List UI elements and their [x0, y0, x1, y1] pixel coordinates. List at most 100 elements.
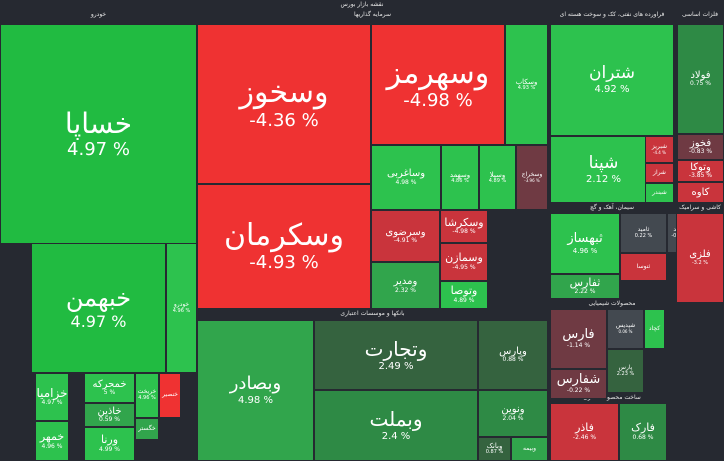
- stock-tile[interactable]: شبندر: [645, 183, 674, 203]
- stock-symbol: ثنوسا: [636, 262, 651, 270]
- stock-tile[interactable]: وسخوز -4.36 %: [197, 24, 371, 184]
- sector-header-oil[interactable]: فراورده های نفتی، کک و سوخت هسته ای: [548, 10, 676, 24]
- stock-symbol: شراز: [653, 168, 666, 176]
- stock-tile[interactable]: ثامید 0.22 %: [620, 213, 667, 253]
- stock-change-percent: -3.96 %: [524, 177, 540, 183]
- stock-tile[interactable]: وسکرمان -4.93 %: [197, 184, 371, 309]
- stock-change-percent: 4.97 %: [67, 138, 130, 160]
- stock-symbol: وبصادر: [229, 373, 282, 395]
- stock-tile[interactable]: فارک 0.68 %: [619, 403, 667, 461]
- sector-header-rowmetal[interactable]: ساخت محصولات فلزی: [548, 393, 676, 403]
- stock-symbol: خمهر: [39, 430, 65, 444]
- stock-tile[interactable]: ومدیر 2.32 %: [371, 262, 440, 309]
- stock-tile[interactable]: کاوه: [677, 182, 724, 203]
- stock-change-percent: 4.96 %: [572, 246, 598, 255]
- stock-tile[interactable]: وسکاب 4.93 %: [505, 24, 548, 145]
- stock-change-percent: -0.22 %: [566, 387, 591, 395]
- stock-tile[interactable]: کچاد: [644, 309, 665, 349]
- stock-tile[interactable]: وسرضوی -4.91 %: [371, 210, 440, 262]
- stock-tile[interactable]: ثبهساز 4.96 %: [550, 213, 620, 274]
- stock-change-percent: 4.93 %: [517, 84, 536, 91]
- stock-tile[interactable]: فاذر -2.46 %: [550, 403, 619, 461]
- stock-symbol: شتران: [589, 63, 635, 84]
- stock-tile[interactable]: وتوصا 4.89 %: [440, 281, 488, 309]
- stock-tile[interactable]: خزامیا 4.97 %: [35, 373, 69, 421]
- stock-tile[interactable]: پارس 2.23 %: [607, 349, 644, 393]
- stock-tile[interactable]: ونوین 2.04 %: [478, 390, 548, 437]
- stock-tile[interactable]: شپدیس 0.06 %: [607, 309, 644, 349]
- stock-symbol: خنصیر: [162, 391, 178, 399]
- stock-change-percent: 2.32 %: [395, 286, 416, 294]
- stock-symbol: فخوز: [689, 137, 712, 149]
- stock-tile[interactable]: وبملت 2.4 %: [314, 390, 478, 461]
- stock-tile[interactable]: شفارس -0.22 %: [550, 369, 607, 399]
- stock-tile[interactable]: خمهر 4.96 %: [35, 421, 69, 461]
- stock-symbol: خبهمن: [65, 284, 132, 312]
- stock-change-percent: 2.22 %: [574, 288, 596, 296]
- stock-change-percent: -1.14 %: [566, 342, 591, 350]
- stock-tile[interactable]: وسخراج -3.96 %: [516, 145, 548, 210]
- stock-symbol: خمحرکه: [92, 378, 127, 390]
- stock-tile[interactable]: وساغربی 4.98 %: [371, 145, 441, 210]
- stock-symbol: وسمازن: [445, 251, 483, 265]
- stock-change-percent: 0.59 %: [99, 416, 120, 424]
- sector-header-car[interactable]: خودرو: [0, 10, 197, 24]
- stock-tile[interactable]: وبانک 0.87 %: [478, 437, 511, 461]
- stock-symbol: وسکرشا: [444, 215, 484, 229]
- stock-tile[interactable]: وتجارت 2.49 %: [314, 320, 478, 390]
- map-title: نقشه بازار بورس: [0, 0, 724, 10]
- sector-header-metal[interactable]: فلزات اساسی: [676, 10, 724, 24]
- stock-tile[interactable]: شبریز -4.4 %: [645, 136, 674, 163]
- stock-tile[interactable]: خساپا 4.97 %: [0, 24, 197, 244]
- stock-symbol: ثفارس: [569, 275, 601, 289]
- stock-symbol: خریخت: [137, 388, 157, 396]
- stock-tile[interactable]: فخوز -0.83 %: [677, 134, 724, 160]
- stock-tile[interactable]: شراز: [645, 163, 674, 183]
- stock-tile[interactable]: خبهمن 4.97 %: [31, 243, 166, 373]
- stock-tile[interactable]: خاذین 0.59 %: [84, 403, 135, 427]
- sector-header-banks[interactable]: بانکها و موسسات اعتباری: [197, 309, 548, 320]
- stock-tile[interactable]: ثفارس 2.22 %: [550, 274, 620, 299]
- stock-symbol: خودرو: [173, 300, 190, 308]
- stock-symbol: کچاد: [648, 324, 661, 332]
- stock-tile[interactable]: شپنا 2.12 %: [550, 136, 657, 203]
- stock-tile[interactable]: فلزی -3.2 %: [676, 213, 724, 303]
- stock-change-percent: 4.89 %: [453, 296, 475, 304]
- stock-symbol: وساغربی: [386, 168, 426, 180]
- stock-change-percent: 4.92 %: [594, 84, 630, 96]
- stock-symbol: خساپا: [64, 106, 133, 140]
- stock-change-percent: 4.96 %: [41, 442, 63, 450]
- stock-tile[interactable]: خودرو 4.96 %: [166, 243, 197, 373]
- stock-change-percent: -4.36 %: [249, 109, 319, 131]
- sector-header-rowtile[interactable]: کاشی و سرامیک: [676, 203, 724, 213]
- stock-symbol: وپارس: [499, 345, 527, 357]
- stock-symbol: وسهمد: [449, 170, 471, 179]
- stock-tile[interactable]: وسیلا 4.89 %: [479, 145, 516, 210]
- stock-tile[interactable]: وبیمه: [511, 437, 548, 461]
- stock-tile[interactable]: ثنوسا: [620, 253, 667, 281]
- stock-change-percent: 5 %: [103, 389, 116, 397]
- stock-tile[interactable]: خریخت 4.96 %: [135, 373, 159, 418]
- stock-tile[interactable]: خنصیر: [159, 373, 181, 418]
- stock-tile[interactable]: وسکرشا -4.98 %: [440, 210, 488, 243]
- stock-tile[interactable]: فولاد 0.75 %: [677, 24, 724, 134]
- sector-header-investments[interactable]: سرمایه گذاریها: [197, 10, 548, 24]
- stock-tile[interactable]: ورنا 4.99 %: [84, 427, 135, 461]
- stock-tile[interactable]: وپارس 0.88 %: [478, 320, 548, 390]
- stock-symbol: شپنا: [588, 152, 619, 173]
- stock-tile[interactable]: وسمازن -4.95 %: [440, 243, 488, 281]
- stock-tile[interactable]: وسهرمز -4.98 %: [371, 24, 505, 145]
- sector-header-cement[interactable]: سیمان، آهک و گچ: [548, 203, 676, 213]
- stock-tile[interactable]: فارس -1.14 %: [550, 309, 607, 369]
- stock-symbol: فاذر: [575, 421, 594, 435]
- stock-tile[interactable]: وسهمد 4.86 %: [441, 145, 479, 210]
- stock-tile[interactable]: خگستر: [135, 418, 159, 440]
- sector-header-chemicals[interactable]: محصولات شیمیایی: [548, 299, 676, 309]
- stock-change-percent: -4.91 %: [393, 237, 418, 245]
- stock-tile[interactable]: خمحرکه 5 %: [84, 373, 135, 403]
- stock-tile[interactable]: شتران 4.92 %: [550, 24, 674, 136]
- stock-change-percent: 4.86 %: [451, 177, 469, 184]
- stock-tile[interactable]: وبصادر 4.98 %: [197, 320, 314, 461]
- stock-symbol: ثامید: [637, 225, 650, 233]
- stock-tile[interactable]: وتوکا -3.85 %: [677, 160, 724, 182]
